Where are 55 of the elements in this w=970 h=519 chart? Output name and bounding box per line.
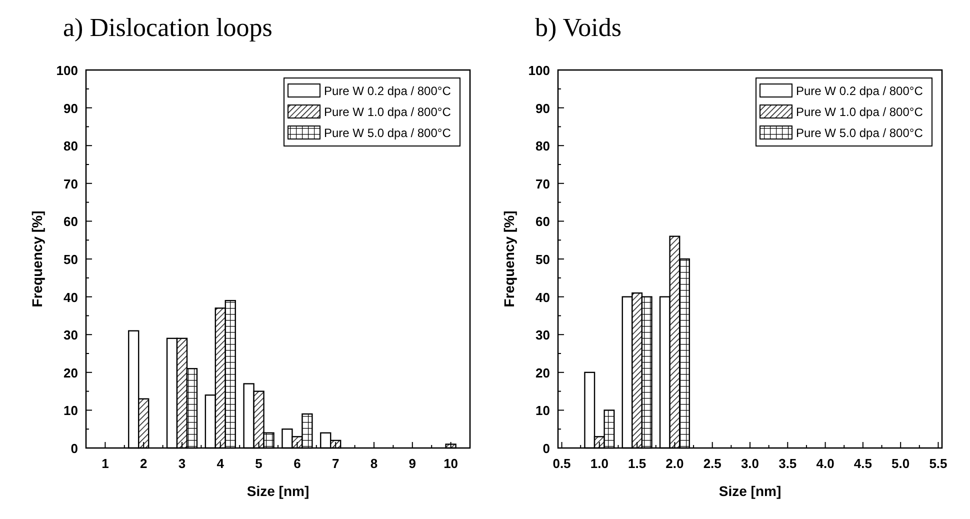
x-tick-label: 6 (294, 456, 301, 471)
x-tick-label: 5.0 (892, 456, 910, 471)
x-tick-label: 4 (216, 456, 225, 471)
y-tick-label: 70 (64, 176, 78, 192)
y-tick-label: 50 (64, 252, 78, 267)
x-tick-label: 1.0 (590, 456, 608, 471)
x-tick-label: 5 (255, 456, 262, 471)
y-axis-title: Frequency [%] (29, 210, 45, 308)
y-tick-label: 100 (56, 63, 78, 78)
x-tick-label: 2 (140, 456, 148, 471)
chart-title: a) Dislocation loops (63, 13, 272, 42)
x-tick-label: 10 (444, 456, 458, 471)
legend-label: Pure W 1.0 dpa / 800°C (324, 105, 452, 119)
y-tick-label: 40 (64, 290, 78, 305)
y-tick-label: 60 (64, 214, 78, 230)
x-tick-label: 3.0 (740, 456, 760, 471)
legend-label: Pure W 1.0 dpa / 800°C (796, 105, 924, 119)
x-tick-label: 4.0 (816, 456, 834, 471)
x-tick-label: 7 (332, 456, 340, 471)
x-tick-label: 1 (102, 456, 109, 471)
x-tick-label: 2.0 (666, 456, 684, 471)
legend-label: Pure W 5.0 dpa / 800°C (796, 126, 924, 140)
y-tick-label: 60 (536, 214, 550, 230)
x-tick-label: 8 (370, 456, 378, 471)
x-tick-label: 1.5 (628, 456, 646, 471)
y-tick-label: 10 (536, 403, 550, 418)
y-tick-label: 30 (536, 328, 550, 343)
x-axis-title: Size [nm] (246, 483, 310, 499)
y-tick-label: 100 (528, 63, 550, 78)
y-tick-label: 20 (536, 365, 550, 380)
y-tick-label: 70 (536, 176, 550, 192)
x-tick-label: 0.5 (552, 456, 571, 471)
x-tick-label: 4.5 (854, 456, 872, 471)
y-tick-label: 80 (536, 138, 550, 154)
y-tick-label: 90 (536, 100, 550, 116)
x-tick-label: 2.5 (703, 456, 722, 471)
legend-label: Pure W 5.0 dpa / 800°C (324, 126, 452, 140)
y-tick-label: 20 (64, 365, 78, 380)
y-axis-title: Frequency [%] (501, 210, 517, 308)
legend-label: Pure W 0.2 dpa / 800°C (796, 84, 924, 98)
chart-title: b) Voids (535, 13, 622, 42)
y-tick-label: 0 (70, 441, 78, 456)
y-tick-label: 50 (536, 252, 550, 267)
x-tick-label: 9 (408, 456, 416, 471)
x-axis-title: Size [nm] (718, 483, 782, 499)
y-tick-label: 90 (64, 100, 78, 116)
y-tick-label: 40 (536, 290, 550, 305)
x-tick-label: 5.5 (929, 456, 948, 471)
y-tick-label: 0 (542, 441, 550, 456)
y-tick-label: 30 (64, 328, 78, 343)
x-tick-label: 3.5 (778, 456, 797, 471)
y-tick-label: 80 (64, 138, 78, 154)
x-tick-label: 3 (178, 456, 186, 471)
y-tick-label: 10 (64, 403, 78, 418)
legend-label: Pure W 0.2 dpa / 800°C (324, 84, 452, 98)
